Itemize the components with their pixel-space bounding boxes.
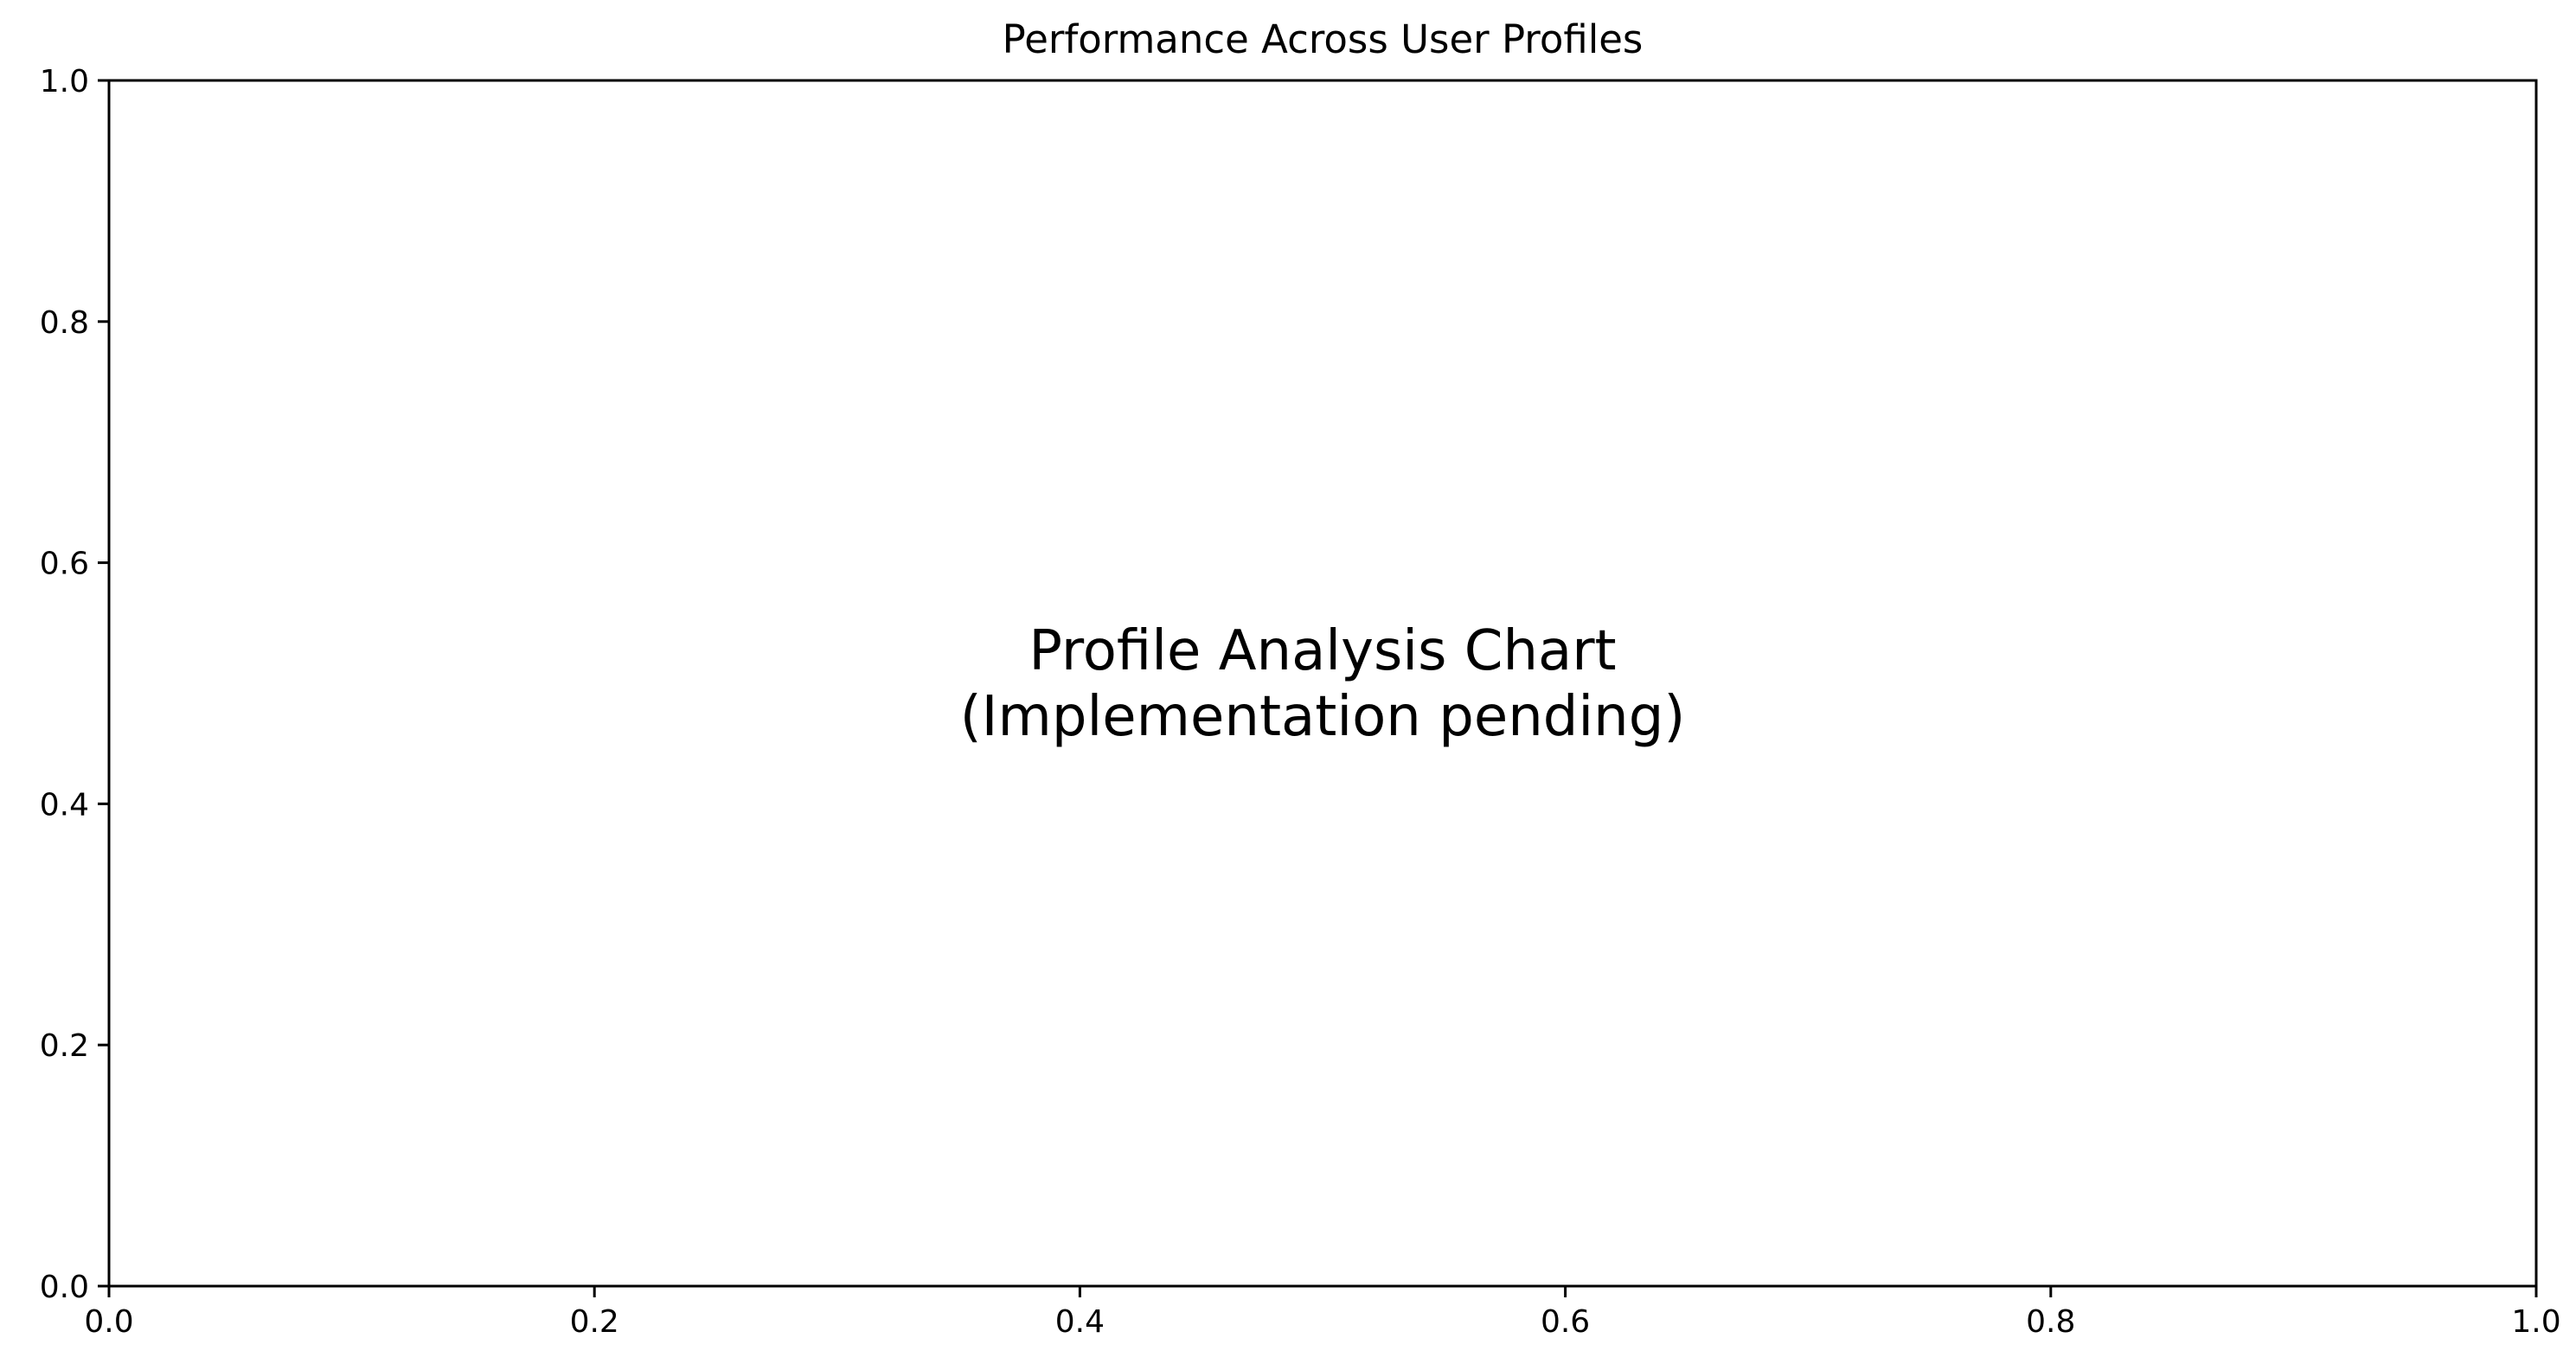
y-axis: 0.0 0.2 0.4 0.6 0.8 1.0 bbox=[40, 64, 109, 1305]
y-tick-label: 0.6 bbox=[40, 547, 89, 582]
y-tick-label: 0.2 bbox=[40, 1028, 89, 1064]
x-axis: 0.0 0.2 0.4 0.6 0.8 1.0 bbox=[84, 1286, 2561, 1340]
y-tick-label: 0.8 bbox=[40, 305, 89, 341]
x-tick-label: 0.6 bbox=[1541, 1304, 1590, 1340]
x-tick-label: 0.0 bbox=[84, 1304, 133, 1340]
y-tick-label: 0.0 bbox=[40, 1270, 89, 1305]
y-tick-label: 1.0 bbox=[40, 64, 89, 99]
y-tick-label: 0.4 bbox=[40, 787, 89, 823]
annotation-line: (Implementation pending) bbox=[960, 685, 1686, 749]
x-tick-label: 1.0 bbox=[2511, 1304, 2560, 1340]
x-tick-label: 0.2 bbox=[570, 1304, 619, 1340]
chart-annotations: Profile Analysis Chart(Implementation pe… bbox=[960, 619, 1686, 749]
x-tick-label: 0.8 bbox=[2026, 1304, 2075, 1340]
annotation-line: Profile Analysis Chart bbox=[1028, 619, 1616, 683]
plot-area bbox=[107, 79, 2538, 1288]
x-tick-label: 0.4 bbox=[1055, 1304, 1105, 1340]
chart-title: Performance Across User Profiles bbox=[1003, 16, 1644, 62]
